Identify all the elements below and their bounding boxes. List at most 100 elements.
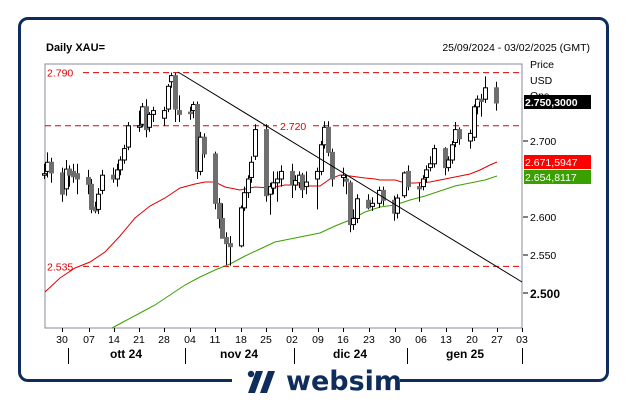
x-tick-label: 13 — [440, 334, 452, 346]
candle-body — [494, 87, 499, 104]
candle-body — [177, 110, 182, 115]
candle-body — [118, 159, 123, 171]
candle-body — [366, 199, 371, 209]
candle-body — [49, 161, 54, 174]
candle-body — [406, 170, 411, 188]
candle-body — [100, 174, 105, 191]
month-label: gen 25 — [446, 347, 484, 361]
candle-body — [275, 178, 280, 184]
candle-body — [344, 178, 349, 182]
candle-body — [89, 183, 94, 210]
candle-body — [279, 170, 284, 180]
axis-label-price: Price — [530, 59, 554, 71]
candle-body — [421, 178, 426, 188]
candle-body — [162, 110, 167, 119]
candle-body — [381, 189, 386, 201]
x-tick-label: 07 — [83, 334, 95, 346]
candle-body — [217, 202, 222, 220]
y-tick-label: 2.500 — [530, 287, 560, 301]
websim-mark-icon — [247, 370, 275, 393]
candle-body — [64, 168, 69, 190]
candle-body — [446, 159, 451, 169]
candle-body — [188, 111, 193, 115]
candle-body — [370, 202, 375, 207]
candle-body — [242, 192, 247, 209]
date-range: 25/09/2024 - 03/02/2025 (GMT) — [442, 42, 590, 54]
x-tick-label: 27 — [491, 334, 503, 346]
candle-body — [377, 189, 382, 204]
candle-body — [71, 170, 76, 178]
candle-body — [290, 170, 295, 186]
candle-body — [355, 198, 360, 220]
x-tick-label: 23 — [363, 334, 375, 346]
candle-body — [424, 169, 429, 178]
month-label: nov 24 — [220, 347, 258, 361]
candle-body — [479, 98, 484, 102]
candle-body — [147, 113, 152, 128]
candle-body — [122, 148, 127, 161]
candle-body — [75, 173, 80, 180]
level-label: 2.790 — [47, 68, 73, 80]
y-tick-label: 2.600 — [530, 212, 556, 224]
candle-body — [253, 129, 258, 157]
x-tick-label: 16 — [337, 334, 349, 346]
candle-body — [330, 151, 335, 180]
candle-body — [249, 161, 254, 178]
candle-body — [137, 125, 142, 128]
x-tick-label: 02 — [286, 334, 298, 346]
x-tick-label: 20 — [466, 334, 478, 346]
candle-body — [126, 125, 131, 148]
candle-body — [322, 126, 327, 146]
x-tick-label: 30 — [56, 334, 68, 346]
candle-body — [417, 186, 422, 190]
month-label: dic 24 — [333, 347, 367, 361]
x-tick-label: 21 — [133, 334, 145, 346]
candle-body — [111, 174, 116, 180]
ma-green-value: 2.654,8117 — [525, 172, 577, 184]
candle-body — [224, 237, 229, 245]
candle-body — [264, 129, 269, 197]
ma-red-badge — [524, 155, 591, 169]
moving-average-red — [44, 161, 498, 293]
candle-body — [293, 180, 298, 186]
candle-body — [96, 193, 101, 210]
websim-logo: websim — [246, 367, 402, 397]
y-tick-label: 2.550 — [530, 250, 556, 262]
candle-body — [60, 172, 65, 195]
moving-average-green — [111, 175, 498, 329]
candle-body — [271, 182, 276, 189]
level-label-bg — [277, 118, 310, 132]
candle-body — [326, 126, 331, 153]
candle-body — [348, 182, 353, 226]
ma-green-badge — [524, 170, 591, 184]
candle-body — [300, 174, 305, 191]
x-tick-label: 04 — [184, 334, 196, 346]
x-tick-label: 28 — [158, 334, 170, 346]
candle-body — [202, 136, 207, 155]
candle-body — [246, 178, 251, 194]
candle-body — [468, 132, 473, 142]
candle-body — [220, 218, 225, 239]
trend-line — [177, 71, 523, 283]
websim-wordmark: websim — [286, 366, 403, 397]
candle-body — [351, 218, 356, 226]
candle-body — [402, 172, 407, 197]
candle-body — [472, 106, 477, 138]
x-tick-label: 03 — [516, 334, 528, 346]
candle-body — [115, 169, 120, 180]
candle-body — [228, 243, 233, 248]
candle-body — [341, 174, 346, 178]
candle-body — [45, 161, 50, 172]
level-label: 2.720 — [280, 121, 306, 133]
candle-body — [191, 104, 196, 112]
candle-body — [443, 148, 448, 169]
x-tick-label: 06 — [415, 334, 427, 346]
candle-body — [166, 85, 171, 110]
chart-title: Daily XAU= — [46, 42, 105, 54]
candle-body — [483, 87, 488, 100]
candle-body — [239, 207, 244, 247]
candle-body — [319, 144, 324, 172]
x-tick-label: 14 — [108, 334, 120, 346]
candle-body — [67, 168, 72, 176]
